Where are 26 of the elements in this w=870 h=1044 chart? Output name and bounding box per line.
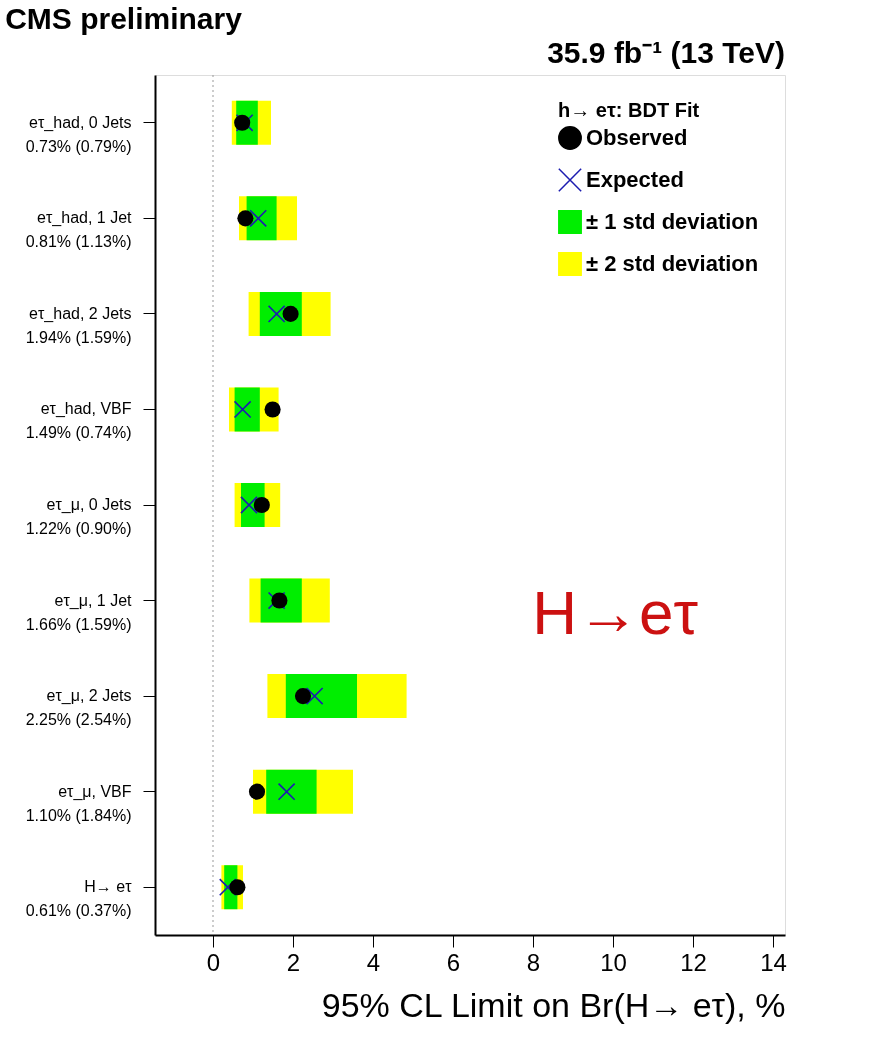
y-tick-label: eτ_had, 1 Jet 0.81% (1.13%) [25,209,133,251]
x-tick-label: 4 [366,948,381,976]
y-tick-label: eτ_μ, VBF 1.10% (1.84%) [25,782,132,824]
y-tick-label: eτ_μ, 2 Jets 2.25% (2.54%) [25,687,132,729]
x-tick-label: 12 [680,948,707,976]
y-tick-label: eτ_had, 2 Jets 1.94% (1.59%) [25,304,132,346]
x-tick-label: 14 [760,948,787,976]
x-tick-label: 2 [286,948,301,976]
legend-title: h→ eτ: BDT Fit [558,99,700,121]
legend-label: Expected [586,167,684,192]
y-tick-label: eτ_had, 0 Jets 0.73% (0.79%) [25,113,132,155]
legend-label: ± 1 std deviation [586,209,759,234]
legend-label: ± 2 std deviation [586,251,759,276]
y-tick-label: H→ eτ 0.61% (0.37%) [25,878,133,920]
x-tick-label: 8 [526,948,541,976]
y-tick-label: eτ_μ, 1 Jet 1.66% (1.59%) [25,591,133,633]
annotation: H→eτ [532,578,698,647]
x-tick-label: 10 [600,948,627,976]
text: 35.9 fb⁻¹ (13 TeV) [547,36,785,69]
chart-title: CMS preliminary [5,2,243,35]
x-axis-title: 95% CL Limit on Br(H→ eτ), % [321,985,786,1024]
x-tick-label: 0 [206,948,221,976]
y-tick-label: eτ_had, VBF 1.49% (0.74%) [25,400,132,442]
x-tick-label: 6 [446,948,461,976]
y-tick-label: eτ_μ, 0 Jets 1.22% (0.90%) [25,496,132,537]
legend-label: Observed [586,125,688,150]
